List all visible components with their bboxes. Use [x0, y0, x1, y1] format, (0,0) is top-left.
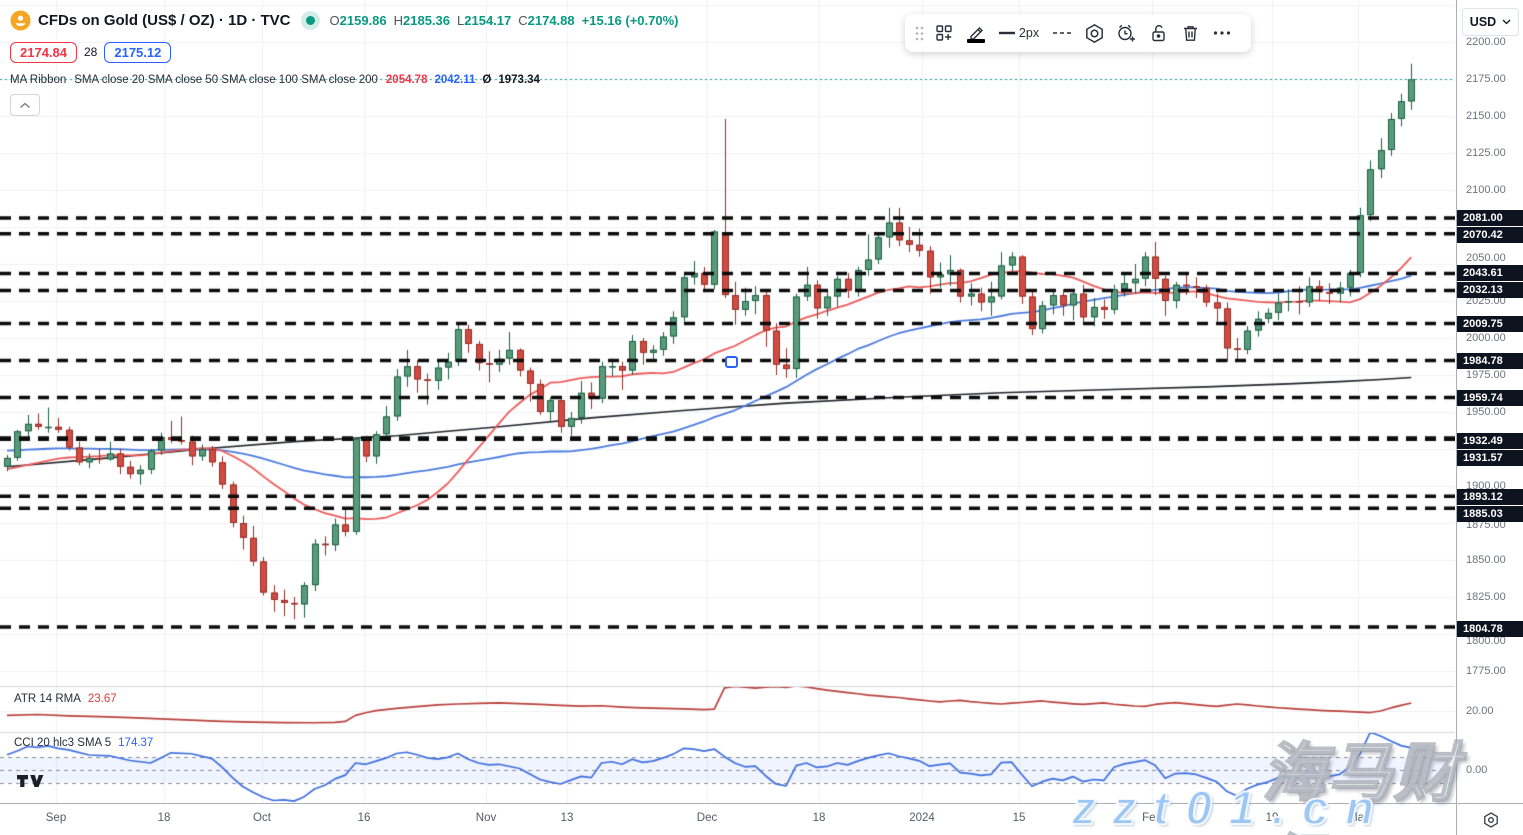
ma-ribbon-title: MA Ribbon: [10, 74, 67, 86]
price-level-badge: 1893.12: [1457, 489, 1523, 505]
time-axis-label: Sep: [45, 812, 67, 824]
ask-button[interactable]: 2175.12: [104, 41, 172, 63]
ohlc-values: O2159.86 H2185.36 L2154.17 C2174.88 +15.…: [329, 12, 679, 28]
template-grid-icon[interactable]: [929, 18, 959, 48]
symbol-row[interactable]: CFDs on Gold (US$ / OZ) · 1D · TVC O2159…: [10, 8, 679, 32]
currency-dropdown[interactable]: USD: [1462, 8, 1519, 36]
symbol-title[interactable]: CFDs on Gold (US$ / OZ) · 1D · TVC: [38, 11, 291, 29]
chevron-up-icon: [19, 102, 31, 109]
time-axis-label: Nov: [475, 812, 497, 824]
price-level-badge: 1959.74: [1457, 390, 1523, 406]
cci-label: CCI 20 hlc3 SMA 5: [14, 737, 112, 749]
price-level-badge: 2009.75: [1457, 316, 1523, 332]
drag-handle-icon[interactable]: [911, 18, 927, 48]
price-axis-label: 1800.00: [1466, 635, 1506, 647]
price-chart-canvas[interactable]: [0, 0, 1455, 803]
price-axis-label: 2125.00: [1466, 147, 1506, 159]
time-axis[interactable]: Sep 18 Oct 16 Nov 13 Dec 18 2024 15 Feb 19 Mar: [0, 803, 1456, 835]
price-axis-label: 1875.00: [1466, 519, 1506, 531]
price-axis-label: 1775.00: [1466, 665, 1506, 677]
time-axis-label: 13: [560, 812, 574, 824]
lock-icon[interactable]: [1143, 18, 1173, 48]
atr-value: 23.67: [87, 693, 117, 705]
axis-settings-cell[interactable]: [1456, 803, 1523, 835]
ma-ribbon-params: SMA close 20 SMA close 50 SMA close 100 …: [74, 74, 378, 86]
market-status-icon[interactable]: [305, 15, 315, 25]
bid-button[interactable]: 2174.84: [10, 41, 77, 63]
spread-value: 28: [84, 45, 98, 59]
price-axis-label: 1850.00: [1466, 554, 1506, 566]
price-axis-label: 2100.00: [1466, 184, 1506, 196]
time-axis-label: Mar: [1348, 812, 1368, 824]
drawing-anchor-handle[interactable]: [725, 356, 738, 368]
ma-ribbon-values: 2054.78 2042.11 Ø 1973.34: [386, 74, 547, 86]
legend-collapse-button[interactable]: [10, 94, 40, 116]
price-level-badge: 1885.03: [1457, 506, 1523, 522]
cci-legend[interactable]: CCI 20 hlc3 SMA 5 174.37: [14, 737, 153, 749]
time-axis-label: Feb: [1142, 812, 1162, 824]
chart-legend: CFDs on Gold (US$ / OZ) · 1D · TVC O2159…: [10, 8, 679, 116]
ma-value: 2042.11: [434, 74, 476, 86]
price-level-badge: 2032.13: [1457, 282, 1523, 298]
time-axis-label: 18: [157, 812, 171, 824]
currency-label: USD: [1469, 15, 1497, 29]
settings-gear-icon[interactable]: [1079, 18, 1109, 48]
price-axis[interactable]: USD 2200.00 2175.00 2150.00 2125.00 2100.00 2…: [1456, 0, 1523, 803]
color-pencil-icon[interactable]: [961, 18, 991, 48]
ma-ribbon-legend[interactable]: MA Ribbon SMA close 20 SMA close 50 SMA …: [10, 74, 679, 86]
price-axis-label: 2000.00: [1466, 332, 1506, 344]
delete-trash-icon[interactable]: [1175, 18, 1205, 48]
price-level-badge: 1932.49: [1457, 433, 1523, 449]
price-axis-label: 1950.00: [1466, 406, 1506, 418]
price-level-badge: 1984.78: [1457, 353, 1523, 369]
cci-value: 174.37: [118, 737, 154, 749]
chevron-down-icon: [1502, 19, 1511, 25]
ma-value: 2054.78: [385, 74, 428, 86]
price-level-badge: 2070.42: [1457, 227, 1523, 243]
line-width-button[interactable]: 2px: [993, 18, 1045, 48]
price-axis-label: 1975.00: [1466, 369, 1506, 381]
more-options-icon[interactable]: [1207, 18, 1237, 48]
price-axis-label: 0.00: [1466, 764, 1488, 776]
price-level-badge: 1804.78: [1457, 621, 1523, 637]
add-alert-icon[interactable]: [1111, 18, 1141, 48]
atr-label: ATR 14 RMA: [14, 693, 81, 705]
atr-legend[interactable]: ATR 14 RMA 23.67: [14, 693, 117, 705]
close-value: 2174.88: [527, 12, 575, 28]
price-axis-label: 20.00: [1466, 705, 1494, 717]
price-level-badge: 2081.00: [1457, 210, 1523, 226]
price-axis-label: 2175.00: [1466, 73, 1506, 85]
price-axis-label: 2200.00: [1466, 36, 1506, 48]
line-style-dashed-icon[interactable]: [1047, 18, 1077, 48]
time-axis-label: 15: [1012, 812, 1026, 824]
ma-value: Ø: [482, 74, 492, 86]
time-axis-label: Oct: [253, 812, 271, 824]
time-axis-label: 19: [1265, 812, 1279, 824]
selected-color-swatch: [967, 38, 985, 43]
time-axis-label: 2024: [909, 812, 935, 824]
price-axis-label: 2050.00: [1466, 252, 1506, 264]
price-axis-label: 1825.00: [1466, 591, 1506, 603]
change-value: +15.16 (+0.70%): [581, 12, 679, 28]
line-width-label: 2px: [1018, 26, 1040, 40]
price-axis-label: 2025.00: [1466, 295, 1506, 307]
axis-gear-icon[interactable]: [1482, 811, 1500, 829]
low-value: 2154.17: [464, 12, 512, 28]
price-level-badge: 2043.61: [1457, 265, 1523, 281]
drawing-toolbar: 2px: [905, 14, 1251, 52]
gold-coin-icon: [10, 10, 31, 31]
bid-ask-row: 2174.84 28 2175.12: [10, 41, 679, 63]
ma-value: 1973.34: [498, 74, 540, 86]
price-level-badge: 1931.57: [1457, 450, 1523, 466]
price-axis-label: 2150.00: [1466, 110, 1506, 122]
time-axis-label: 16: [357, 812, 371, 824]
time-axis-label: 18: [812, 812, 826, 824]
high-value: 2185.36: [403, 12, 451, 28]
tradingview-logo[interactable]: [16, 774, 44, 788]
open-value: 2159.86: [339, 12, 387, 28]
time-axis-label: Dec: [696, 812, 718, 824]
